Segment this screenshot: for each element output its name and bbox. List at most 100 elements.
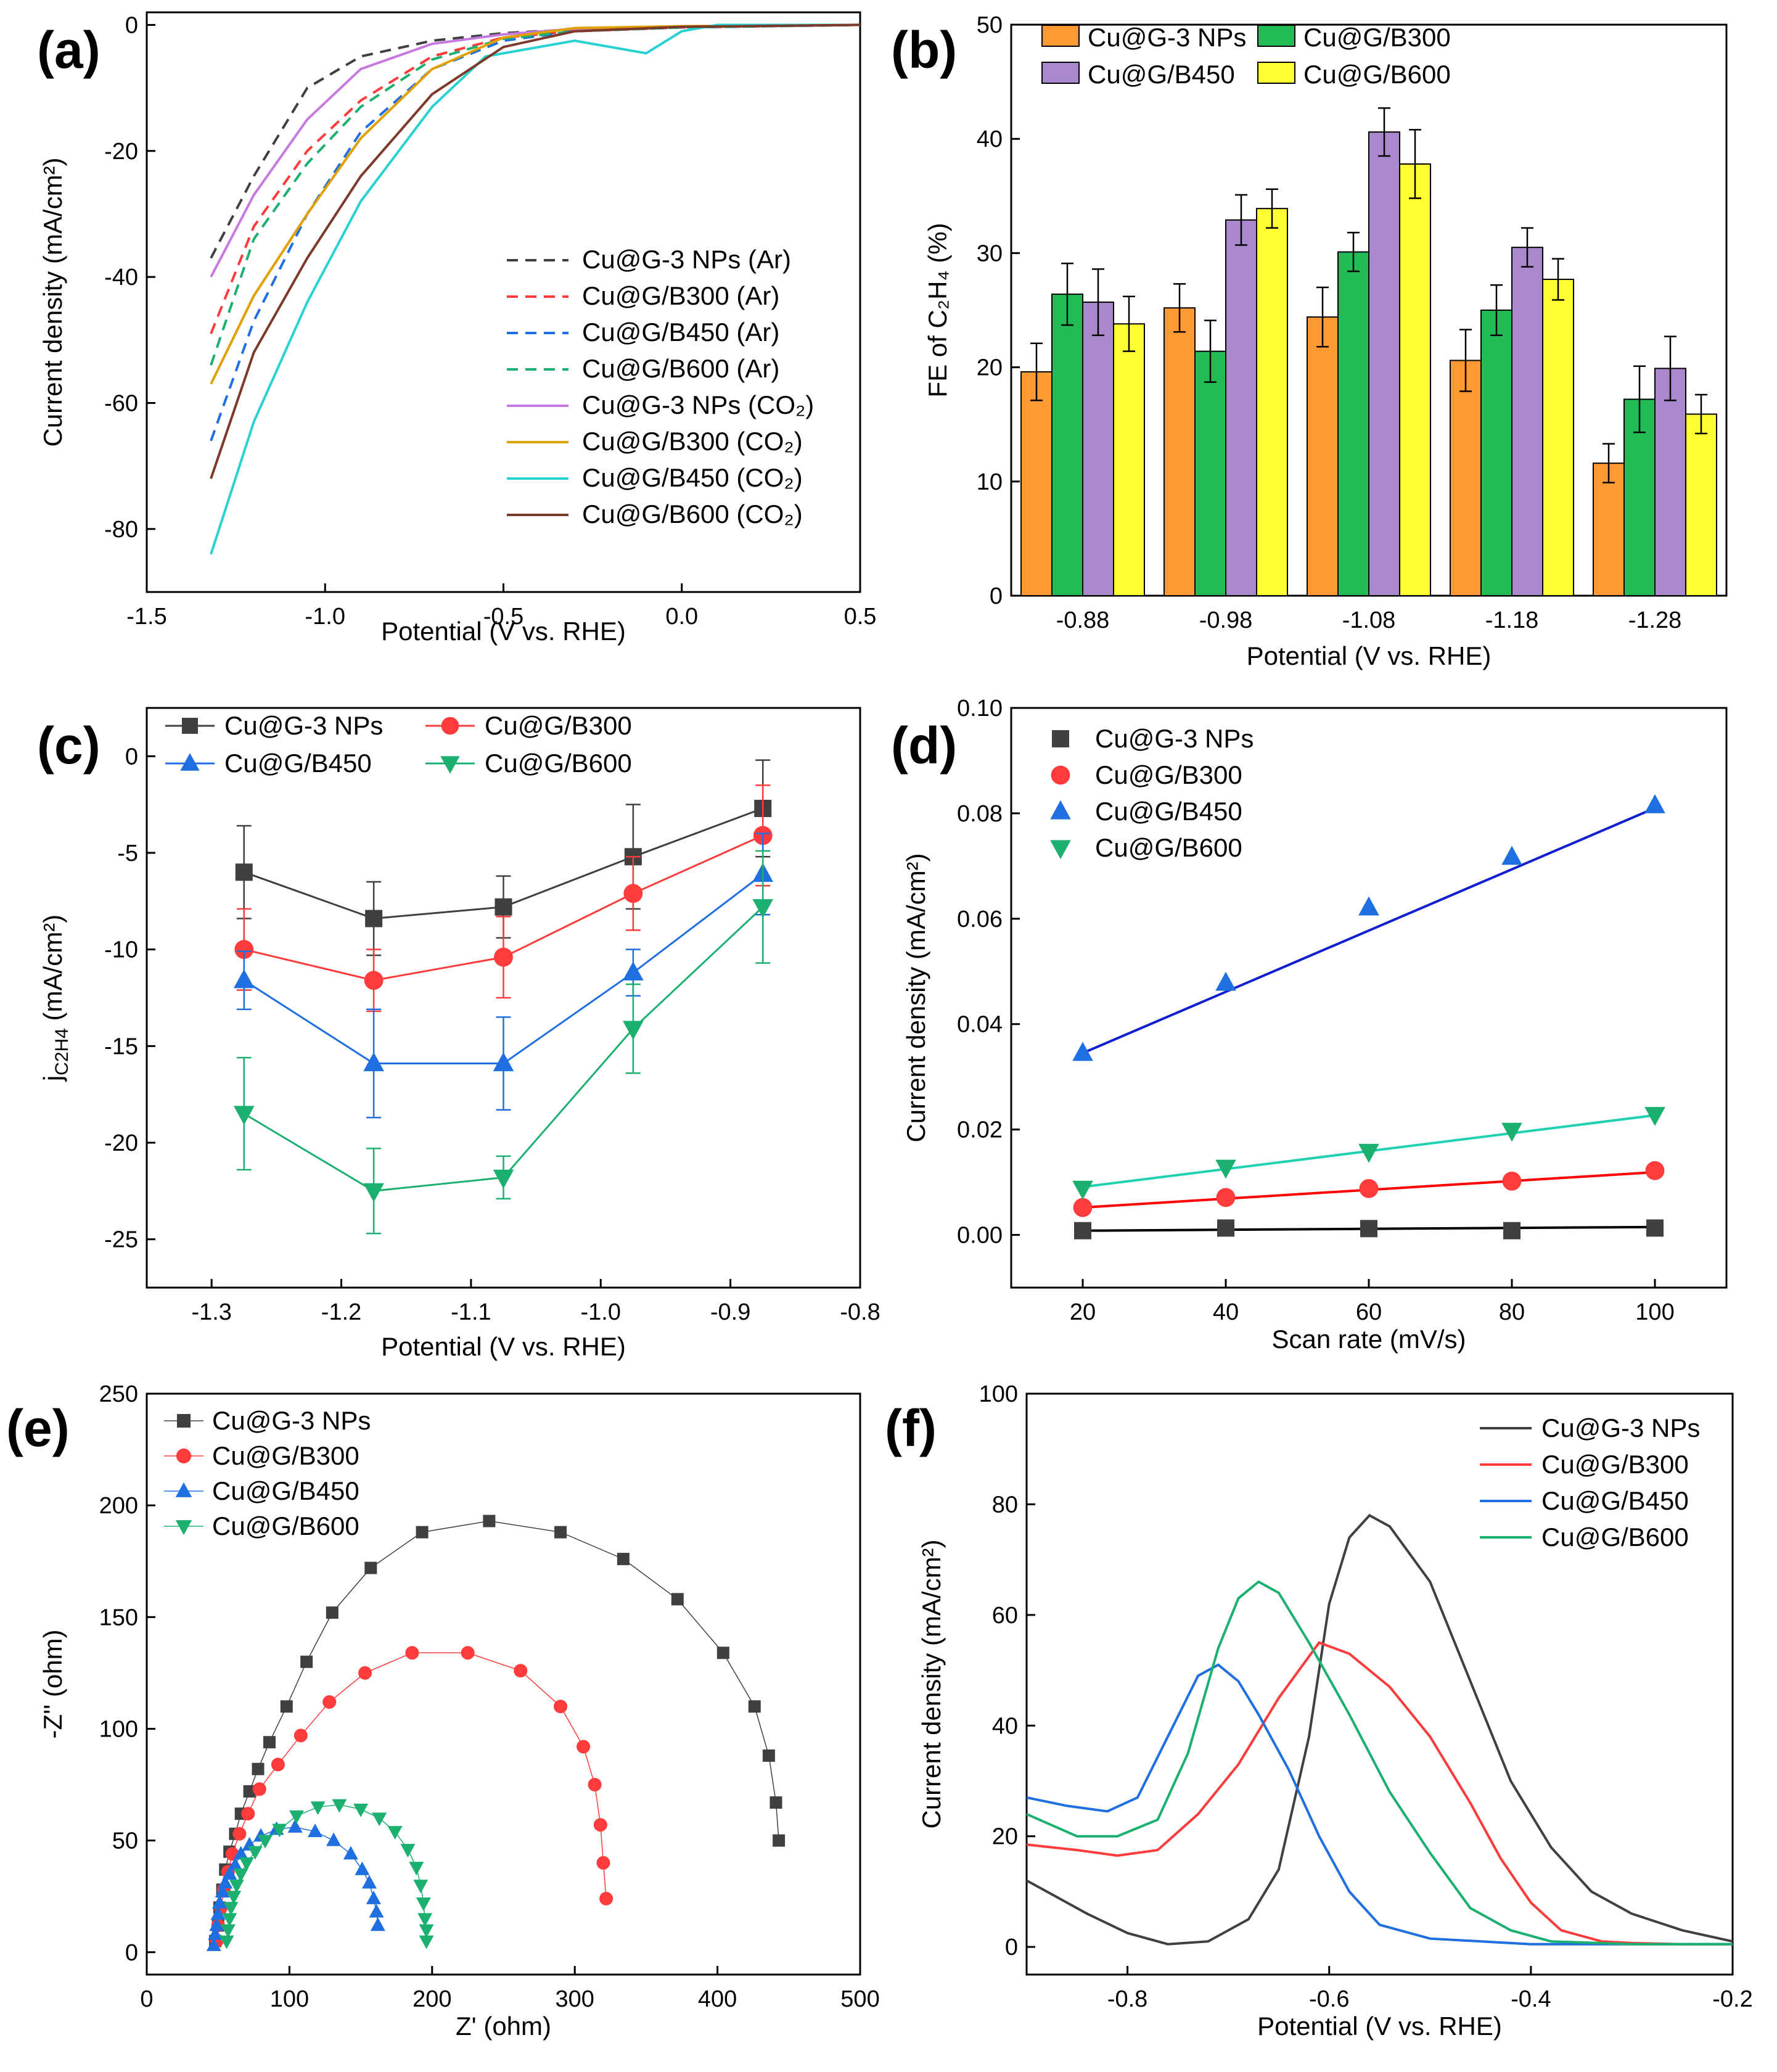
data-point <box>226 1891 242 1905</box>
data-point <box>310 1801 326 1815</box>
data-point <box>229 1880 244 1894</box>
iv-curve-5 <box>210 23 861 385</box>
data-point <box>293 1729 308 1743</box>
y-tick-label: 50 <box>112 1828 138 1854</box>
panel-e: 0 100 200 300 400 500 0 50 100 150 200 250 Z' (ohm) -… <box>6 1381 880 2041</box>
data-point <box>409 1862 424 1876</box>
legend-entry: Cu@G/B450 <box>224 749 372 778</box>
nyquist-line-3 <box>226 1804 427 1941</box>
bar <box>1542 278 1574 597</box>
data-point <box>1646 1219 1664 1237</box>
data-point <box>271 1758 285 1772</box>
legend-entry: Cu@G/B450 <box>1088 60 1235 89</box>
legend-entry: Cu@G/B450 <box>1095 797 1242 826</box>
data-point <box>1072 1042 1093 1061</box>
y-tick-label: 40 <box>977 126 1003 152</box>
x-tick-label: 0.5 <box>844 604 877 630</box>
x-tick-label: -0.8 <box>1107 1986 1147 2012</box>
y-tick-label: 0.06 <box>957 906 1003 932</box>
data-point <box>247 1846 263 1860</box>
legend-entry: Cu@G/B300 <box>485 711 632 740</box>
data-point <box>1074 1222 1091 1240</box>
data-point <box>416 1897 431 1912</box>
data-point <box>212 1895 228 1909</box>
x-tick-label: 100 <box>1635 1299 1674 1325</box>
data-point <box>219 1935 234 1949</box>
y-tick-label: 200 <box>99 1493 138 1519</box>
data-point <box>258 1835 273 1849</box>
data-point <box>1215 1159 1236 1179</box>
data-point <box>623 884 643 903</box>
x-tick-label: -0.2 <box>1712 1986 1752 2012</box>
data-point <box>1502 1171 1522 1191</box>
data-point <box>353 1803 369 1817</box>
data-point <box>769 1796 782 1809</box>
data-point <box>343 1846 358 1860</box>
bar <box>1113 323 1145 596</box>
legend-entry: Cu@G/B300 <box>1303 23 1451 52</box>
y-tick-label: 100 <box>99 1716 138 1742</box>
y-tick-label: 0 <box>125 1940 138 1966</box>
panel-label: (b) <box>891 21 957 79</box>
legend-entry: Cu@G/B600 (Ar) <box>582 354 779 383</box>
data-point <box>239 1857 254 1871</box>
data-point <box>300 1655 313 1668</box>
bar <box>1337 251 1369 597</box>
x-tick-label: -0.8 <box>840 1299 880 1325</box>
legend-entry: Cu@G/B450 <box>1541 1486 1689 1515</box>
data-point <box>365 910 383 927</box>
data-point <box>366 1890 381 1904</box>
x-tick-label: 100 <box>270 1986 309 2012</box>
data-point <box>599 1891 614 1906</box>
legend-entry: Cu@G/B600 <box>1303 60 1451 89</box>
x-tick-label: -0.9 <box>710 1299 750 1325</box>
y-tick-label: -25 <box>104 1227 138 1253</box>
data-point <box>762 1749 775 1762</box>
y-tick-label: 250 <box>99 1381 138 1407</box>
data-point <box>233 1106 255 1125</box>
y-tick-label: 0.08 <box>957 801 1003 827</box>
x-axis-label: Z' (ohm) <box>456 2012 551 2041</box>
legend-marker <box>175 1482 192 1497</box>
data-point <box>358 1666 372 1680</box>
x-tick-label: -1.5 <box>126 604 166 630</box>
data-point <box>363 1183 384 1202</box>
data-point <box>617 1553 630 1566</box>
x-tick-label: 40 <box>1213 1299 1239 1325</box>
x-tick-label: -1.08 <box>1342 607 1396 633</box>
data-point <box>372 1812 387 1827</box>
data-point <box>263 1736 276 1749</box>
data-point <box>364 971 384 990</box>
data-point <box>252 1782 266 1796</box>
y-tick-label: -20 <box>104 1130 138 1156</box>
x-tick-label: 60 <box>1356 1299 1382 1325</box>
data-point <box>218 1875 233 1889</box>
data-point <box>748 1700 761 1713</box>
bar <box>1225 219 1257 596</box>
data-point <box>308 1823 323 1838</box>
data-point <box>208 1926 223 1940</box>
data-point <box>623 1021 644 1040</box>
data-point <box>405 1646 419 1660</box>
data-point <box>252 1762 265 1775</box>
x-tick-label: -1.28 <box>1628 607 1682 633</box>
data-point <box>416 1526 429 1539</box>
x-tick-label: 0.0 <box>665 604 698 630</box>
legend-swatch <box>1041 62 1080 84</box>
y-tick-label: -10 <box>104 937 138 963</box>
legend-marker <box>440 756 460 774</box>
y-tick-label: -15 <box>104 1034 138 1059</box>
x-axis-label: Scan rate (mV/s) <box>1271 1325 1466 1354</box>
bar <box>1256 208 1288 596</box>
x-tick-label: 80 <box>1499 1299 1525 1325</box>
data-point <box>1501 1122 1522 1142</box>
x-axis-label: Potential (V vs. RHE) <box>381 617 626 646</box>
legend-entry: Cu@G-3 NPs <box>1095 724 1254 753</box>
bar <box>1051 294 1083 596</box>
panel-f: -0.8 -0.6 -0.4 -0.2 0 20 40 60 80 100 Potential (V… <box>885 1381 1753 2041</box>
legend-marker <box>177 1414 191 1428</box>
data-point <box>363 1052 384 1072</box>
data-point <box>1216 1188 1236 1207</box>
legend-entry: Cu@G/B300 <box>212 1441 359 1470</box>
y-tick-label: 0.04 <box>957 1012 1003 1038</box>
